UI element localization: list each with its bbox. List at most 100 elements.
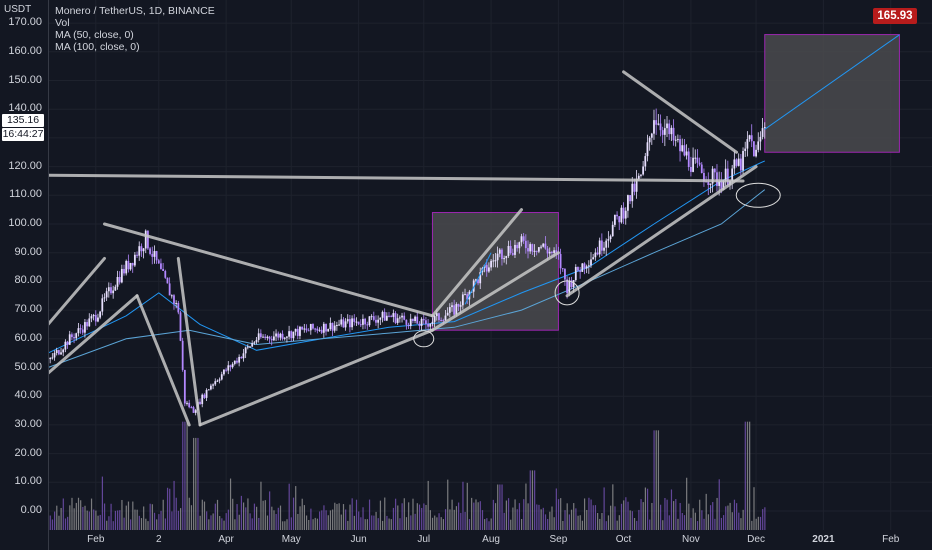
candle-body: [722, 181, 725, 191]
time-tick: May: [281, 534, 301, 545]
candle-body: [364, 318, 367, 325]
volume-bar: [260, 481, 262, 530]
legend-ma100[interactable]: MA (100, close, 0): [55, 41, 140, 53]
candle-body: [398, 317, 401, 319]
candle-body: [318, 329, 321, 331]
currency-label: USDT: [4, 4, 32, 15]
volume-bar: [642, 502, 644, 530]
candle-body: [277, 333, 280, 338]
candle-body: [383, 311, 386, 321]
volume-bar: [130, 519, 132, 530]
candle-body: [53, 352, 56, 358]
volume-bar: [614, 506, 616, 530]
candle-body: [464, 294, 466, 296]
volume-bar: [145, 518, 147, 530]
candle-body: [97, 317, 99, 322]
price-tick: 100.00: [8, 217, 42, 229]
volume-bar: [686, 477, 688, 530]
volume-bar: [601, 512, 603, 530]
volume-bar: [358, 511, 360, 530]
volume-bar: [538, 504, 540, 530]
legend-ma50[interactable]: MA (50, close, 0): [55, 29, 134, 41]
candle-body: [653, 120, 655, 134]
candle-body: [711, 168, 714, 184]
volume-bar: [429, 510, 431, 530]
volume-bar: [560, 498, 562, 530]
candle-body: [147, 230, 149, 249]
candle-body: [438, 313, 440, 321]
candle-body: [696, 157, 699, 163]
volume-bar: [431, 517, 434, 530]
volume-bar: [242, 502, 245, 530]
volume-bar: [99, 514, 101, 530]
candle-body: [479, 272, 482, 284]
volume-bar: [440, 517, 442, 530]
candle-body: [168, 283, 171, 296]
volume-bar: [486, 518, 488, 530]
candle-body: [233, 360, 236, 364]
volume-bar: [125, 505, 127, 530]
volume-bar: [655, 430, 657, 530]
candle-body: [735, 159, 738, 166]
candle-body: [405, 319, 408, 325]
volume-bar: [88, 511, 90, 530]
candle-body: [231, 363, 234, 368]
volume-bar: [247, 498, 249, 530]
volume-bar: [505, 500, 507, 530]
volume-bar: [599, 518, 601, 530]
candle-body: [116, 276, 119, 287]
volume-bar: [568, 514, 570, 530]
candle-body: [262, 336, 264, 338]
candle-body: [700, 164, 703, 173]
volume-bar: [386, 515, 388, 530]
volume-bar: [340, 514, 342, 530]
volume-bar: [397, 505, 399, 530]
candle-body: [140, 246, 143, 252]
legend-title[interactable]: Monero / TetherUS, 1D, BINANCE: [55, 5, 215, 17]
price-axis[interactable]: USDT 170.00160.00150.00140.00130.00120.0…: [0, 0, 49, 550]
candle-body: [603, 247, 605, 251]
volume-bar: [277, 507, 279, 530]
volume-bar: [373, 515, 375, 530]
price-tick: 0.00: [20, 504, 42, 516]
volume-bar: [212, 513, 214, 530]
volume-bar: [579, 515, 581, 530]
candle-body: [420, 318, 423, 326]
candle-body: [292, 331, 295, 339]
volume-bar: [462, 481, 464, 530]
volume-bar: [527, 503, 529, 530]
candle-body: [559, 253, 562, 269]
candle-body: [414, 316, 416, 322]
candle-body: [505, 255, 508, 259]
volume-bar: [668, 515, 670, 530]
candle-body: [698, 162, 701, 165]
volume-bar: [490, 518, 492, 530]
legend-vol[interactable]: Vol: [55, 17, 70, 29]
volume-bar: [759, 516, 762, 530]
candle-body: [73, 337, 75, 339]
volume-bar: [403, 498, 405, 530]
candle-body: [327, 329, 330, 332]
volume-bar: [351, 498, 353, 530]
candle-body: [155, 251, 158, 261]
last-price-label: 135.16: [2, 114, 44, 127]
candle-body: [335, 325, 338, 327]
candle-body: [529, 244, 532, 252]
candle-body: [125, 260, 128, 274]
candle-body: [687, 151, 690, 168]
volume-bar: [95, 510, 97, 530]
candle-body: [561, 268, 564, 270]
volume-bar: [707, 514, 709, 530]
volume-bar: [466, 482, 468, 530]
volume-bar: [636, 520, 638, 530]
candle-body: [429, 323, 432, 327]
candle-body: [451, 305, 453, 308]
volume-bar: [49, 515, 51, 530]
volume-bar: [629, 510, 631, 530]
volume-bar: [696, 521, 699, 530]
candle-body: [160, 263, 162, 269]
volume-bar: [121, 499, 123, 530]
candle-body: [763, 127, 766, 129]
price-tick: 60.00: [14, 331, 42, 344]
